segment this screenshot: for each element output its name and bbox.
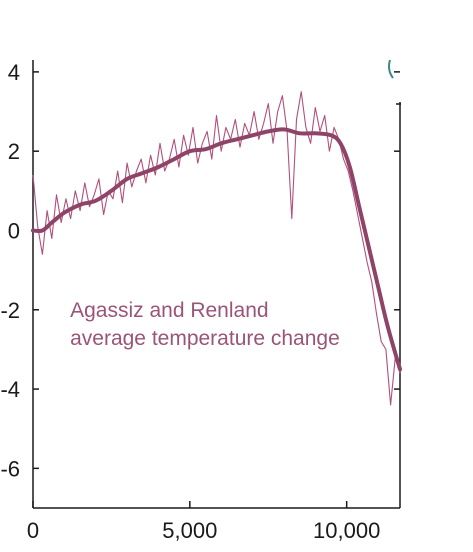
- y-tick-label: -4: [0, 377, 20, 402]
- raw-temperature-line: [32, 91, 401, 406]
- y-tick-label: -2: [0, 298, 20, 323]
- x-tick-label: 10,000: [313, 518, 380, 543]
- y-tick-label: 0: [8, 218, 20, 243]
- smoothed-temperature-line: [31, 127, 402, 372]
- axes: 4 2 0 -2 -4 -6 0 5,000 10,000: [0, 60, 401, 543]
- series-layer: [31, 91, 402, 406]
- annotation-line-2: average temperature change: [70, 327, 340, 350]
- y-tick-label: 2: [8, 139, 20, 164]
- y-tick-label: -6: [0, 456, 20, 481]
- annotation-line-1: Agassiz and Renland: [70, 299, 268, 322]
- x-tick-label: 5,000: [162, 518, 217, 543]
- edge-fragment-teal: [388, 59, 394, 79]
- annotation-layer: Agassiz and Renland average temperature …: [70, 299, 340, 350]
- y-tick-label: 4: [8, 60, 20, 85]
- x-tick-label: 0: [27, 518, 39, 543]
